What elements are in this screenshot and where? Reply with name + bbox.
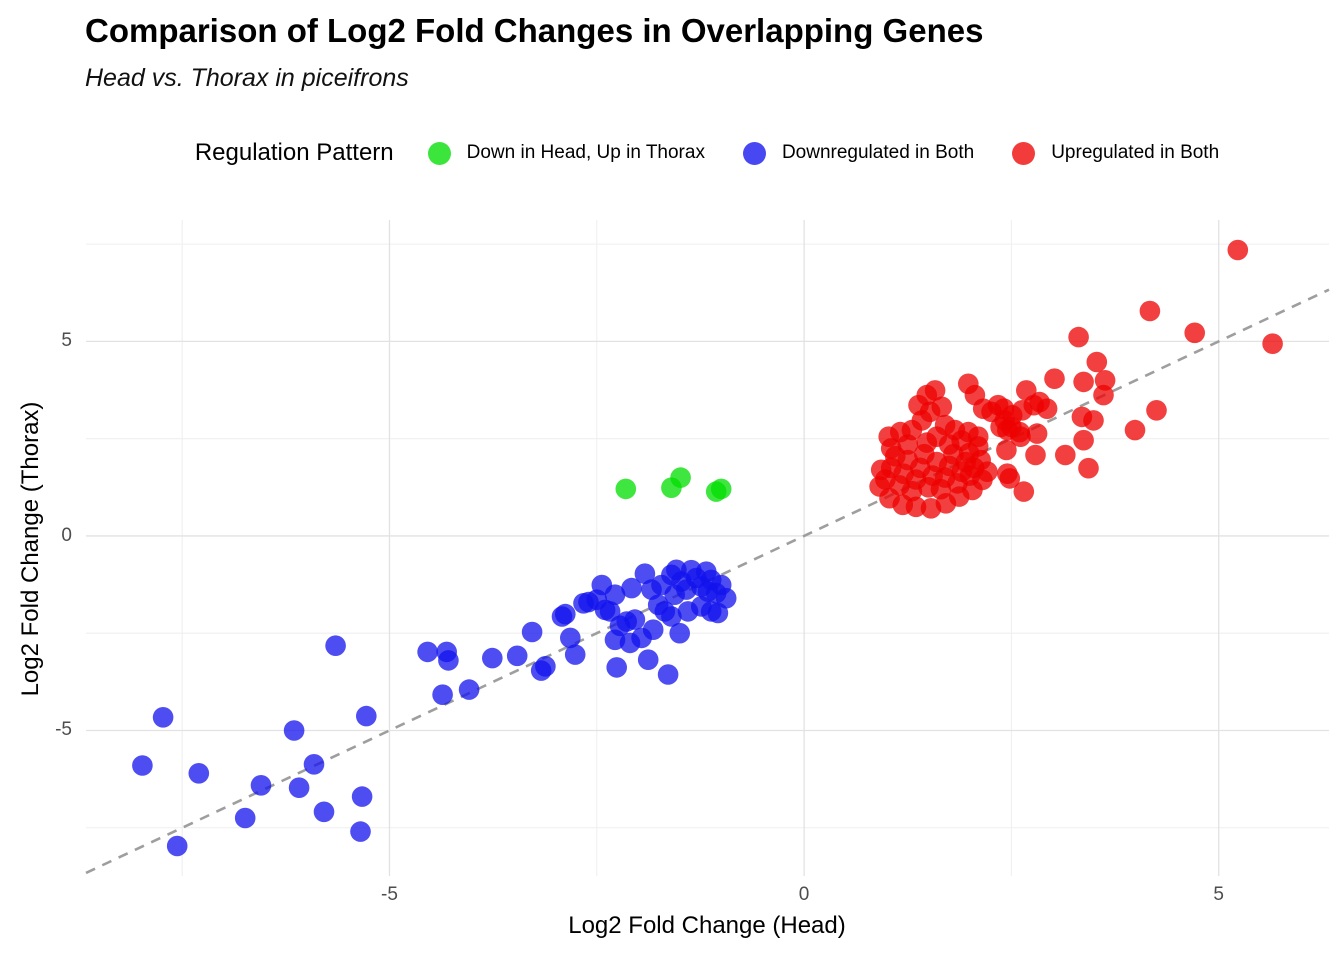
data-point — [1086, 351, 1108, 373]
x-tick-label: 0 — [798, 884, 810, 905]
y-tick-label: -5 — [55, 719, 72, 741]
data-point — [325, 635, 346, 656]
legend-item: Downregulated in Both — [742, 141, 975, 165]
gridlines-minor — [86, 220, 1329, 876]
chart-title: Comparison of Log2 Fold Changes in Overl… — [85, 12, 984, 49]
data-point — [1139, 300, 1161, 322]
data-point — [996, 439, 1017, 461]
chart-subtitle: Head vs. Thorax in piceifrons — [85, 64, 409, 92]
legend-key-dot-icon — [742, 141, 766, 165]
data-point — [288, 777, 310, 798]
legend-items: Down in Head, Up in Thorax Downregulated … — [427, 141, 1220, 165]
data-point — [1010, 426, 1031, 448]
data-point — [438, 650, 459, 671]
data-point — [710, 478, 732, 500]
data-point — [1083, 410, 1104, 431]
y-tick-label: 5 — [61, 330, 72, 352]
legend-item-label: Down in Head, Up in Thorax — [466, 142, 705, 163]
data-point — [661, 606, 682, 627]
data-point — [535, 656, 556, 677]
data-point — [1073, 371, 1094, 393]
data-point — [1036, 398, 1058, 420]
data-point — [669, 622, 690, 644]
data-point — [166, 835, 188, 857]
data-point — [1068, 326, 1089, 348]
data-point — [1227, 239, 1249, 261]
data-point — [999, 468, 1021, 489]
data-point — [417, 641, 438, 663]
data-point — [152, 707, 174, 728]
data-point — [624, 609, 646, 630]
data-point — [657, 664, 679, 685]
data-point — [313, 801, 335, 823]
data-point — [560, 627, 581, 649]
data-point — [1124, 419, 1146, 441]
y-tick-label: 0 — [61, 524, 72, 546]
legend-key-dot-icon — [427, 141, 451, 165]
legend-item-label: Upregulated in Both — [1051, 142, 1220, 163]
data-point — [458, 679, 480, 700]
data-point — [283, 720, 305, 741]
data-point — [715, 587, 737, 609]
scatter-points — [132, 239, 1283, 857]
data-point — [350, 821, 371, 842]
data-point — [977, 461, 998, 483]
data-point — [521, 621, 543, 643]
y-axis-title: Log2 Fold Change (Thorax) — [17, 401, 44, 697]
data-point — [1094, 370, 1116, 391]
data-point — [1146, 400, 1167, 421]
data-point — [482, 647, 503, 669]
legend-item: Down in Head, Up in Thorax — [427, 141, 705, 165]
data-point — [1025, 444, 1046, 466]
gridlines-major — [86, 220, 1329, 876]
data-point — [967, 426, 989, 448]
data-point — [1078, 457, 1099, 479]
data-point — [637, 649, 659, 670]
legend: Regulation Pattern Down in Head, Up in T… — [70, 130, 1344, 176]
data-point — [621, 577, 642, 599]
data-point — [905, 496, 927, 518]
data-point — [1073, 429, 1094, 451]
data-point — [356, 705, 377, 727]
data-point — [234, 807, 256, 829]
data-point — [1184, 322, 1205, 344]
data-point — [642, 619, 664, 640]
x-tick-label: -5 — [381, 884, 398, 905]
data-point — [1013, 481, 1035, 502]
data-point — [670, 467, 691, 488]
legend-title: Regulation Pattern — [194, 139, 394, 166]
legend-item: Upregulated in Both — [1012, 141, 1220, 165]
data-point — [924, 380, 946, 401]
data-point — [188, 763, 210, 784]
data-point — [615, 478, 637, 500]
data-point — [555, 603, 576, 625]
x-tick-label: 5 — [1213, 884, 1224, 905]
data-point — [132, 755, 153, 776]
data-point — [564, 644, 586, 665]
data-point — [506, 645, 528, 667]
data-point — [634, 563, 656, 584]
data-point — [1262, 333, 1283, 355]
legend-item-label: Downregulated in Both — [781, 142, 975, 163]
data-point — [931, 396, 953, 418]
legend-key-dot-icon — [1012, 141, 1036, 165]
data-point — [606, 657, 627, 678]
x-axis-title: Log2 Fold Change (Head) — [568, 912, 846, 939]
data-point — [604, 584, 626, 605]
data-point — [303, 754, 325, 775]
data-point — [1055, 444, 1076, 466]
data-point — [1026, 423, 1048, 444]
data-point — [599, 601, 621, 622]
data-point — [351, 786, 373, 807]
data-point — [250, 775, 272, 796]
data-point — [432, 684, 453, 705]
data-point — [1044, 368, 1065, 390]
